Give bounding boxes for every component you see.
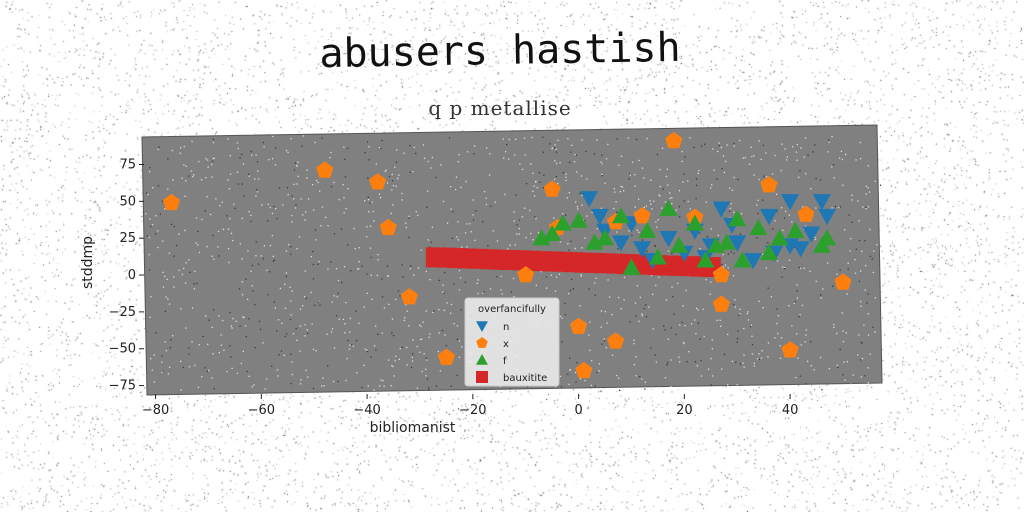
y-axis-label: stddmp [80,236,96,289]
y-tick-label: −50 [109,342,136,357]
x-tick-label: 20 [676,403,693,418]
x-tick-label: −20 [459,403,486,418]
x-tick-label: −80 [142,403,169,418]
x-tick-label: −40 [353,403,380,418]
y-tick-label: −25 [109,305,136,320]
x-tick-label: 40 [782,403,799,418]
x-tick-label: 0 [574,403,582,418]
legend-label-x: x [503,339,509,350]
y-tick-label: −75 [109,379,136,394]
legend-label-f: f [503,356,507,367]
y-tick-label: 50 [119,194,136,209]
x-axis-label: bibliomanist [370,420,456,436]
legend-marker-bauxitite [476,371,488,383]
legend-label-bauxitite: bauxitite [503,373,547,384]
y-tick-label: 75 [119,157,136,172]
y-tick-label: 25 [119,231,136,246]
y-tick-label: 0 [128,268,136,283]
x-tick-label: −60 [248,403,275,418]
legend-title: overfancifully [478,304,546,315]
legend-label-n: n [503,322,509,333]
